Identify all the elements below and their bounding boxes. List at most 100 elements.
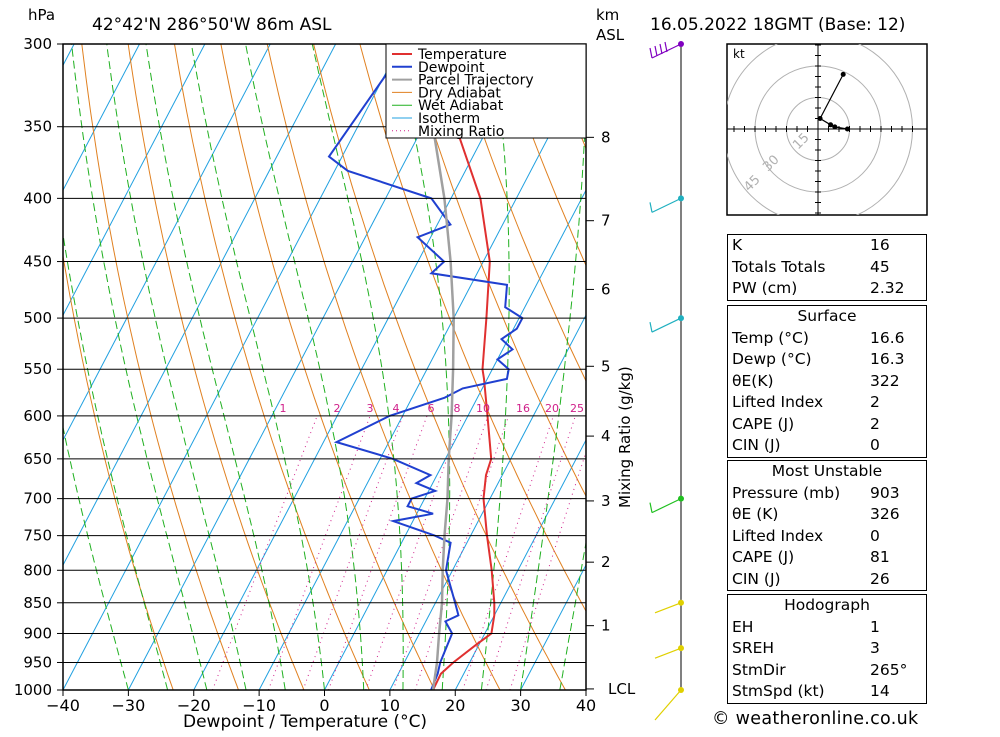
pressure-tick-label: 700 (23, 490, 52, 508)
hodograph-plot (727, 44, 927, 215)
asl-label: ASL (596, 26, 625, 44)
wind-barb-flag (659, 43, 663, 55)
wind-barb-flag (649, 47, 653, 59)
km-tick-label: 5 (601, 357, 611, 375)
pressure-tick-label: 850 (23, 594, 52, 612)
pressure-tick-label: 650 (23, 450, 52, 468)
hodograph-row: SREH 3 (728, 638, 926, 660)
index-label: PW (cm) (732, 279, 798, 297)
mixing-ratio-label: 4 (393, 402, 400, 415)
surface-label: CAPE (J) (732, 414, 795, 433)
dry-adiabat-line (81, 44, 239, 690)
wind-barb-staff (651, 317, 682, 333)
isotherm-line (63, 44, 271, 442)
legend-entry: Wet Adiabat (418, 98, 504, 114)
temperature-line (432, 44, 496, 690)
isotherm-line (63, 44, 402, 690)
legend-box (385, 43, 587, 139)
surface-row: Dewp (°C) 16.3 (728, 349, 926, 371)
wet-adiabat-line (145, 44, 286, 690)
mixing-ratio-line (365, 415, 463, 690)
isotherm-line (127, 44, 467, 690)
pressure-tick-label: 450 (23, 253, 52, 271)
wind-barb-staff (651, 197, 682, 213)
isotherm-line (324, 189, 586, 690)
most-unstable-row: CAPE (J) 81 (728, 547, 926, 569)
km-tick-label: LCL (608, 680, 636, 698)
dry-adiabat-line (266, 44, 501, 690)
most-unstable-label: CIN (J) (732, 569, 781, 588)
surface-value: 2 (870, 393, 880, 411)
wet-adiabat-line (71, 44, 208, 690)
index-value: 45 (870, 257, 890, 276)
most-unstable-row: Pressure (mb) 903 (728, 483, 926, 505)
temperature-tick-label: 0 (319, 696, 329, 715)
most-unstable-label: CAPE (J) (732, 548, 795, 566)
temperature-tick-label: −30 (111, 696, 145, 715)
wind-barb-staff (654, 602, 682, 614)
isotherm-line (0, 44, 9, 690)
mixing-ratio-label: 2 (334, 402, 341, 415)
pressure-tick-label: 350 (23, 118, 52, 136)
hodograph-label: EH (732, 617, 754, 636)
dry-adiabat-line (962, 44, 1000, 690)
wind-barb-flag (664, 41, 668, 53)
isotherm-line (520, 563, 586, 690)
temperature-tick-label: 20 (445, 696, 465, 715)
isotherm-line (63, 44, 140, 192)
x-axis-title: Dewpoint / Temperature (°C) (183, 712, 427, 732)
hodograph-unit: kt (733, 47, 745, 61)
hodograph-point (817, 116, 823, 121)
km-tick-label: 8 (601, 128, 611, 146)
hodograph-value: 14 (870, 682, 890, 700)
legend-entry: Parcel Trajectory (418, 73, 534, 89)
km-tick-label: 1 (601, 617, 611, 635)
dry-adiabat-line (498, 44, 586, 267)
hodograph-label: SREH (732, 639, 775, 657)
isotherm-line (454, 439, 586, 690)
pressure-tick-label: 900 (23, 624, 52, 642)
most-unstable-label: θE (K) (732, 505, 779, 523)
pressure-tick-label: 500 (23, 309, 52, 327)
legend-entry: Dry Adiabat (418, 85, 501, 101)
dry-adiabat-line (359, 44, 586, 613)
legend-entry: Temperature (417, 47, 507, 63)
most-unstable-row: CIN (J) 26 (728, 569, 926, 591)
mixing-ratio-label: 6 (428, 402, 435, 415)
temperature-tick-label: −40 (46, 696, 80, 715)
mixing-ratio-label: 10 (476, 402, 490, 415)
hodograph-title: Hodograph (784, 596, 870, 614)
mixing-ratio-line (328, 415, 428, 690)
most-unstable-block: Most Unstable Pressure (mb) 903 θE (K) 326 L… (727, 460, 927, 591)
most-unstable-row: θE (K) 326 (728, 504, 926, 526)
most-unstable-row: Lifted Index 0 (728, 526, 926, 548)
surface-label: CIN (J) (732, 436, 781, 454)
most-unstable-value: 81 (870, 548, 890, 566)
pressure-tick-label: 800 (23, 561, 52, 579)
isotherm-line (258, 64, 586, 690)
surface-row: CAPE (J) 2 (728, 414, 926, 436)
surface-row: θE(K) 322 (728, 371, 926, 393)
wind-barb-staff (651, 498, 682, 514)
wind-profile (649, 41, 684, 721)
hodograph-value: 265° (870, 660, 908, 679)
km-tick-label: 3 (601, 492, 611, 510)
km-tick-label: 4 (601, 427, 611, 445)
credit: © weatheronline.co.uk (712, 709, 919, 729)
most-unstable-value: 26 (870, 569, 890, 588)
pressure-tick-label: 300 (23, 35, 52, 53)
km-tick-label: 7 (601, 212, 611, 230)
wet-adiabat-line (106, 44, 247, 690)
mixing-ratio-label: 8 (454, 402, 461, 415)
mixing-ratio-line (212, 415, 318, 690)
pressure-tick-label: 600 (23, 407, 52, 425)
location-title: 42°42'N 286°50'W 86m ASL (92, 15, 332, 35)
surface-label: Dewp (°C) (732, 350, 812, 368)
hodograph-point (828, 122, 834, 128)
most-unstable-value: 0 (870, 526, 880, 545)
wind-barb-flag (649, 502, 653, 513)
index-label: K (732, 236, 743, 254)
temperature-tick-label: −10 (242, 696, 276, 715)
